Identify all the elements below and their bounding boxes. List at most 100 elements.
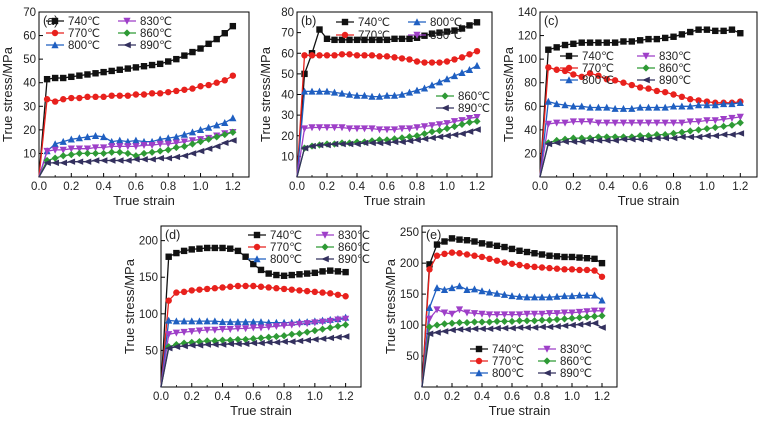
data-point [164, 154, 173, 162]
data-point [196, 286, 203, 293]
data-point [315, 87, 324, 95]
data-point [523, 310, 531, 318]
data-point [508, 292, 516, 300]
legend-entry-740: 740℃ [470, 344, 524, 356]
data-point [319, 268, 326, 275]
legend-entry-740: 740℃ [46, 16, 100, 28]
data-point [703, 117, 711, 125]
data-point [703, 132, 711, 139]
data-point [67, 151, 75, 159]
data-point [628, 136, 636, 143]
data-point [500, 317, 509, 325]
data-point [636, 103, 644, 111]
data-point [406, 56, 413, 63]
data-point [242, 282, 249, 290]
data-point [561, 41, 569, 49]
data-point [586, 103, 594, 111]
series-830 [296, 113, 481, 178]
data-point [538, 264, 546, 271]
data-point [180, 317, 188, 325]
data-point [234, 247, 242, 255]
data-point [425, 303, 434, 311]
data-point [737, 30, 744, 37]
data-point [523, 248, 531, 256]
data-point [346, 36, 353, 44]
data-point [466, 22, 473, 29]
y-tick-label: 60 [23, 31, 36, 43]
data-point [383, 139, 391, 147]
data-point [420, 135, 429, 143]
series-860 [421, 312, 606, 388]
data-point [636, 84, 644, 91]
data-point [308, 87, 316, 95]
y-tick-label: 250 [400, 227, 419, 239]
data-point [448, 235, 456, 242]
data-point [440, 328, 449, 335]
data-point [546, 252, 553, 259]
data-point [661, 34, 669, 42]
data-point [218, 318, 227, 326]
data-point [234, 282, 242, 290]
data-point [598, 307, 606, 315]
data-point [516, 261, 523, 269]
data-point [257, 334, 265, 342]
series-830 [38, 129, 237, 178]
data-point [577, 138, 586, 145]
data-point [636, 119, 644, 127]
y-tick-label: 40 [281, 90, 294, 102]
data-point [678, 31, 686, 38]
data-point [694, 118, 703, 126]
data-point [100, 133, 108, 141]
data-point [538, 323, 546, 331]
y-tick-label: 70 [281, 28, 294, 40]
data-point [91, 149, 100, 158]
y-tick-label: 20 [281, 131, 294, 143]
data-point [670, 91, 677, 98]
data-point [603, 119, 611, 127]
data-point [448, 326, 456, 334]
data-point [334, 268, 342, 275]
data-point [203, 341, 211, 348]
data-point [561, 138, 569, 145]
data-point [172, 329, 180, 337]
data-point [569, 118, 577, 126]
data-point [578, 73, 585, 81]
data-point [272, 339, 281, 346]
legend-marker [253, 243, 261, 251]
legend-label: 890℃ [338, 254, 370, 266]
data-point [470, 325, 479, 332]
data-point [326, 324, 334, 332]
y-tick-label: 20 [23, 125, 36, 137]
legend-label: 800℃ [430, 17, 462, 29]
data-point [180, 288, 188, 296]
data-point [211, 244, 219, 252]
legend-label: 740℃ [582, 51, 614, 63]
data-point [311, 327, 319, 335]
data-point [342, 293, 349, 300]
y-tick-label: 100 [139, 309, 158, 321]
x-tick-label: 1.0 [307, 391, 323, 403]
data-point [221, 118, 229, 126]
data-point [323, 52, 331, 59]
data-point [368, 139, 376, 147]
legend-marker [321, 243, 329, 251]
data-point [465, 128, 474, 135]
series-890 [539, 130, 745, 178]
data-point [173, 249, 180, 257]
x-tick-label: 0.6 [128, 181, 144, 193]
data-point [108, 67, 115, 75]
data-point [523, 317, 531, 325]
data-point [172, 139, 180, 147]
data-point [391, 35, 398, 43]
data-point [180, 342, 188, 350]
series-830 [160, 315, 350, 388]
data-point [205, 135, 213, 143]
data-point [515, 324, 524, 331]
series-line [160, 247, 346, 388]
data-point [92, 93, 99, 101]
y-tick-label: 50 [406, 351, 419, 363]
x-tick-label: 0.8 [160, 181, 176, 193]
data-point [311, 319, 319, 327]
data-point [205, 123, 213, 131]
data-point [280, 272, 288, 279]
